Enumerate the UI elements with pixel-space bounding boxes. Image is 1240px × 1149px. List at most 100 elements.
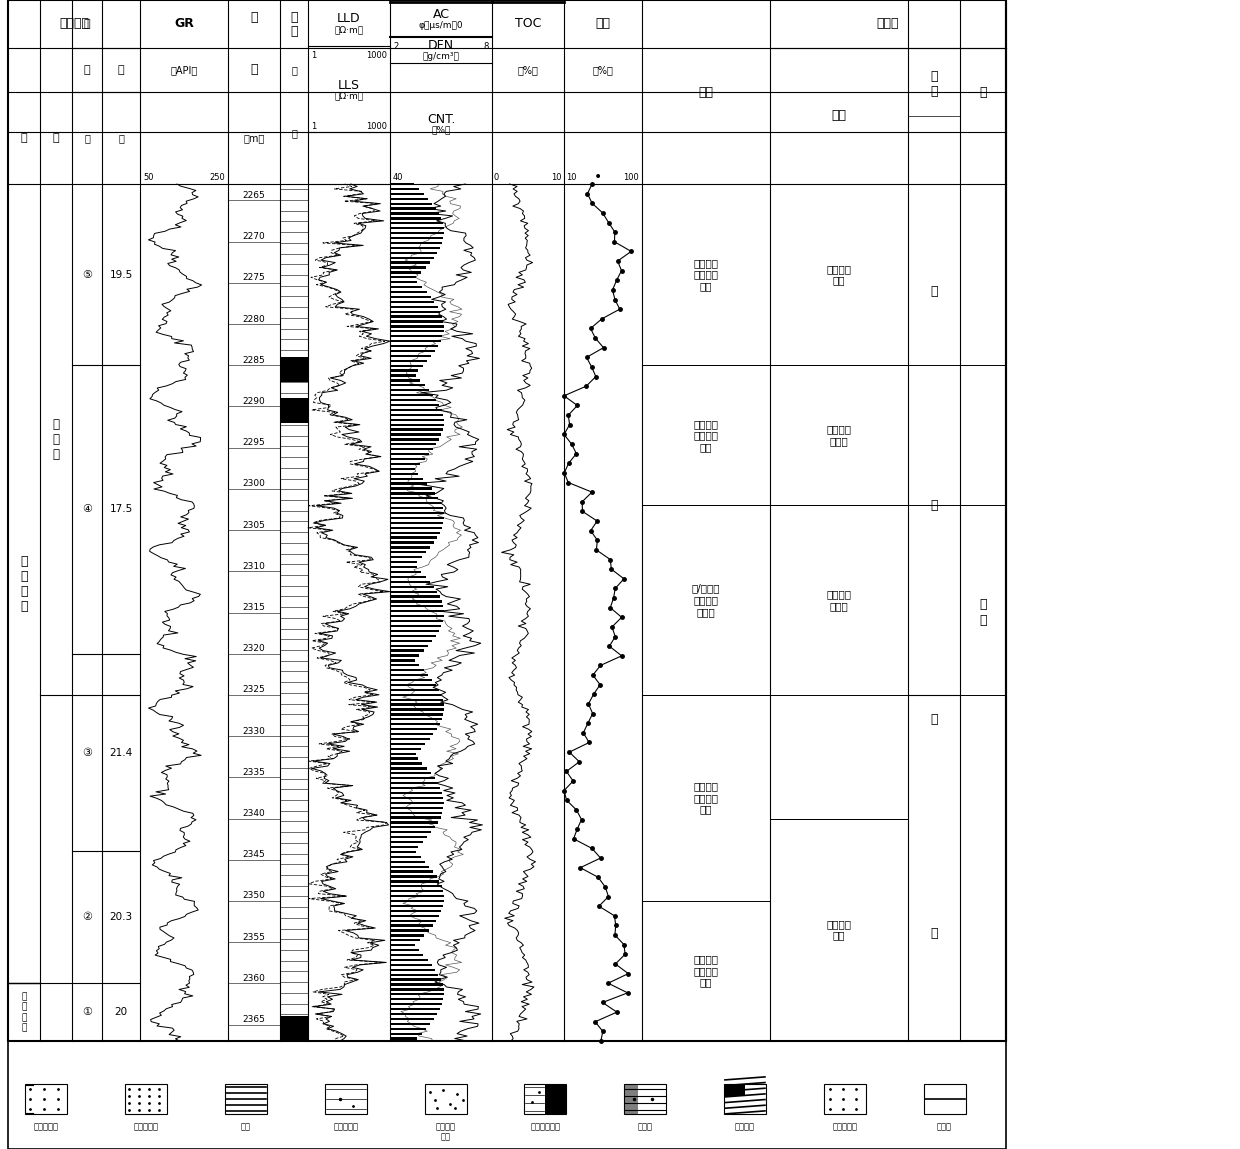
- Text: 剖: 剖: [291, 65, 296, 75]
- Bar: [391, 472, 418, 475]
- Bar: [391, 753, 417, 755]
- Text: 2305: 2305: [243, 520, 265, 530]
- Bar: [391, 904, 443, 907]
- Bar: [224, 1084, 267, 1113]
- Bar: [391, 556, 422, 558]
- Bar: [391, 306, 438, 308]
- Text: 10: 10: [565, 173, 577, 183]
- Bar: [391, 930, 429, 932]
- Bar: [391, 600, 441, 602]
- Bar: [25, 1084, 67, 1113]
- Bar: [391, 301, 434, 303]
- Text: 层: 层: [84, 133, 91, 142]
- Bar: [391, 541, 434, 543]
- Bar: [391, 984, 443, 986]
- Text: 2265: 2265: [243, 191, 265, 200]
- Text: 粉砂质泥岩: 粉砂质泥岩: [832, 1121, 857, 1131]
- Bar: [391, 517, 444, 519]
- Text: 性: 性: [290, 25, 298, 38]
- Bar: [391, 742, 425, 745]
- Text: 2300: 2300: [243, 479, 265, 488]
- Text: 2280: 2280: [243, 315, 265, 324]
- Bar: [391, 241, 441, 244]
- Text: 岩: 岩: [290, 11, 298, 24]
- Bar: [391, 522, 444, 524]
- Bar: [391, 615, 444, 617]
- Text: 龙
一
段: 龙 一 段: [52, 418, 60, 461]
- Bar: [391, 910, 441, 912]
- Bar: [391, 807, 444, 809]
- Text: 亚: 亚: [930, 70, 937, 84]
- Text: 0: 0: [494, 173, 500, 183]
- Text: 深: 深: [930, 285, 937, 298]
- Bar: [823, 1084, 866, 1113]
- Bar: [391, 934, 424, 936]
- Bar: [391, 954, 423, 956]
- Bar: [391, 694, 441, 696]
- Bar: [391, 850, 415, 853]
- Bar: [391, 390, 429, 392]
- Bar: [391, 208, 435, 209]
- Text: 页岩: 页岩: [241, 1121, 250, 1131]
- Bar: [424, 1084, 466, 1113]
- Bar: [391, 340, 440, 342]
- Bar: [391, 610, 444, 612]
- Text: LLS: LLS: [339, 79, 360, 92]
- Bar: [391, 404, 439, 406]
- Text: 泥质粉砂岩: 泥质粉砂岩: [33, 1121, 58, 1131]
- Bar: [391, 580, 430, 583]
- Text: 2290: 2290: [243, 398, 265, 406]
- Bar: [391, 409, 441, 411]
- Bar: [391, 375, 415, 377]
- Bar: [391, 448, 433, 450]
- Bar: [391, 606, 443, 608]
- Text: 2330: 2330: [243, 726, 265, 735]
- Bar: [391, 1023, 430, 1025]
- Bar: [391, 792, 443, 794]
- Bar: [391, 669, 424, 671]
- Bar: [391, 370, 418, 372]
- Bar: [924, 1084, 966, 1113]
- Text: 8: 8: [484, 43, 489, 52]
- Text: 泥灰岩: 泥灰岩: [937, 1121, 952, 1131]
- Bar: [391, 217, 441, 219]
- Text: 2335: 2335: [243, 768, 265, 777]
- Bar: [391, 399, 436, 401]
- Bar: [391, 267, 425, 269]
- Bar: [391, 634, 435, 637]
- Text: 层: 层: [83, 65, 91, 75]
- Bar: [391, 1008, 440, 1010]
- Text: 2320: 2320: [243, 645, 265, 653]
- Bar: [391, 532, 440, 534]
- Bar: [391, 772, 432, 774]
- Text: 微相: 微相: [832, 109, 847, 123]
- Bar: [391, 684, 436, 686]
- Bar: [391, 492, 435, 494]
- Bar: [391, 787, 440, 789]
- Bar: [391, 796, 444, 799]
- Text: 2360: 2360: [243, 974, 265, 982]
- Text: 泥页岩: 泥页岩: [637, 1121, 652, 1131]
- Bar: [391, 777, 435, 779]
- Bar: [391, 688, 439, 691]
- Bar: [391, 228, 444, 230]
- Bar: [391, 198, 428, 200]
- Bar: [391, 733, 434, 735]
- Bar: [391, 699, 443, 701]
- Text: （m）: （m）: [243, 133, 264, 142]
- Bar: [391, 998, 444, 1001]
- Bar: [391, 748, 420, 750]
- Text: 硅质页岩: 硅质页岩: [735, 1121, 755, 1131]
- Bar: [391, 654, 419, 656]
- Bar: [391, 826, 435, 828]
- Bar: [391, 566, 417, 569]
- Bar: [391, 1027, 427, 1030]
- Bar: [391, 919, 436, 921]
- Bar: [391, 330, 444, 332]
- Bar: [391, 271, 422, 273]
- Text: 2345: 2345: [243, 850, 265, 859]
- Text: 2325: 2325: [243, 686, 265, 694]
- Text: 2295: 2295: [243, 438, 265, 447]
- Text: （%）: （%）: [593, 65, 614, 75]
- Text: 20: 20: [114, 1008, 128, 1017]
